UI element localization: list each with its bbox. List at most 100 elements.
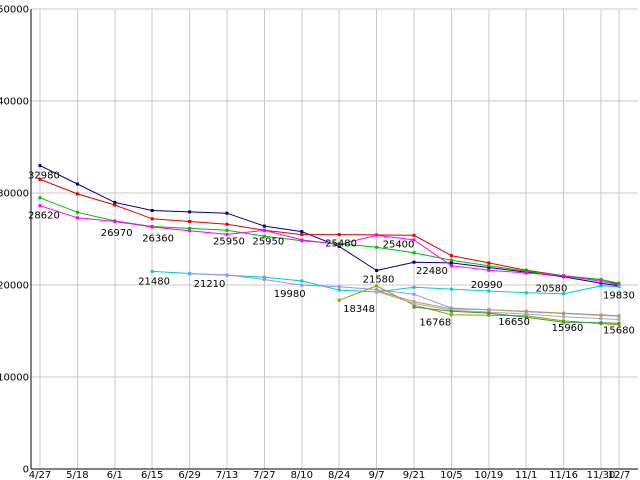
- series-line-navy: [39, 165, 620, 287]
- data-point: [188, 210, 192, 214]
- x-tick-label: 8/10: [291, 470, 313, 480]
- x-tick-label: 12/7: [608, 470, 630, 480]
- annotation-label: 26360: [142, 234, 174, 245]
- data-point: [75, 210, 79, 214]
- data-point: [617, 318, 621, 321]
- x-tick-label: 7/13: [216, 470, 238, 480]
- y-tick-label: 30000: [0, 189, 29, 200]
- data-point: [262, 278, 266, 281]
- data-point: [188, 220, 192, 223]
- data-point: [150, 217, 154, 221]
- data-point: [412, 260, 416, 264]
- data-point: [375, 245, 379, 249]
- annotation-label: 21580: [363, 275, 395, 286]
- data-point: [599, 278, 603, 281]
- annotation-label: 25400: [383, 239, 415, 250]
- data-point: [38, 196, 42, 200]
- annotation-label: 19830: [603, 291, 635, 302]
- data-point: [449, 258, 453, 262]
- data-point: [524, 269, 528, 273]
- data-point: [599, 284, 603, 288]
- data-point: [262, 275, 266, 279]
- data-point: [150, 269, 154, 273]
- data-point: [337, 244, 341, 248]
- data-point: [617, 321, 621, 325]
- x-tick-label: 11/16: [549, 470, 578, 480]
- data-point: [487, 261, 491, 265]
- annotation-label: 21480: [138, 276, 170, 287]
- annotation-label: 25950: [213, 236, 245, 247]
- data-point: [412, 303, 416, 307]
- data-point: [337, 288, 341, 292]
- annotation-label: 25950: [252, 236, 284, 247]
- data-point: [188, 272, 192, 276]
- annotation-label: 20990: [471, 280, 503, 291]
- data-point: [617, 314, 621, 318]
- data-point: [262, 224, 266, 228]
- x-tick-label: 9/7: [369, 470, 385, 480]
- y-tick-label: 50000: [0, 5, 29, 16]
- data-point: [412, 305, 416, 309]
- x-tick-label: 9/21: [403, 470, 425, 480]
- data-point: [75, 182, 79, 186]
- x-tick-label: 6/29: [178, 470, 200, 480]
- data-point: [524, 291, 528, 295]
- data-point: [412, 238, 416, 242]
- annotation-label: 28620: [28, 211, 60, 222]
- annotation-label: 26970: [101, 228, 133, 239]
- data-point: [375, 269, 379, 272]
- data-point: [524, 271, 528, 275]
- data-point: [225, 211, 229, 215]
- series-line-gray: [376, 290, 620, 320]
- data-point: [449, 309, 453, 313]
- annotation-label: 16650: [498, 317, 530, 328]
- x-tick-label: 6/1: [107, 470, 123, 480]
- data-point: [487, 308, 491, 312]
- y-tick-label: 40000: [0, 97, 29, 108]
- annotation-label: 15960: [552, 323, 584, 334]
- annotation-label: 22480: [416, 266, 448, 277]
- data-point: [449, 261, 453, 265]
- data-point: [75, 192, 79, 196]
- annotation-label: 15680: [603, 326, 635, 337]
- data-point: [188, 226, 192, 230]
- data-point: [449, 254, 453, 258]
- data-point: [225, 228, 229, 232]
- annotation-label: 16768: [419, 318, 451, 329]
- data-point: [599, 317, 603, 321]
- data-point: [412, 300, 416, 304]
- data-point: [113, 203, 117, 207]
- data-point: [599, 321, 603, 325]
- data-point: [113, 220, 117, 223]
- data-point: [375, 284, 379, 288]
- data-point: [150, 225, 154, 229]
- series-line-tan: [376, 290, 620, 317]
- data-point: [375, 289, 379, 293]
- series-line-periwinkle: [189, 273, 620, 317]
- x-tick-label: 4/27: [29, 470, 51, 480]
- y-tick-label: 20000: [0, 281, 29, 292]
- data-point: [524, 309, 528, 313]
- data-point: [337, 298, 341, 302]
- annotation-label: 18348: [343, 304, 375, 315]
- data-point: [449, 264, 453, 268]
- data-point: [487, 313, 491, 317]
- data-point: [75, 216, 79, 220]
- data-point: [449, 287, 453, 291]
- data-point: [562, 292, 566, 296]
- data-point: [617, 283, 621, 287]
- data-point: [412, 301, 416, 305]
- data-point: [487, 289, 491, 293]
- data-point: [487, 311, 491, 315]
- annotation-label: 19980: [274, 289, 306, 300]
- x-tick-label: 10/19: [474, 470, 503, 480]
- data-point: [262, 228, 266, 232]
- x-tick-label: 10/5: [440, 470, 462, 480]
- data-point: [337, 233, 341, 237]
- data-point: [412, 292, 416, 296]
- annotation-label: 32980: [28, 171, 60, 182]
- data-point: [487, 266, 491, 269]
- data-point: [150, 209, 154, 212]
